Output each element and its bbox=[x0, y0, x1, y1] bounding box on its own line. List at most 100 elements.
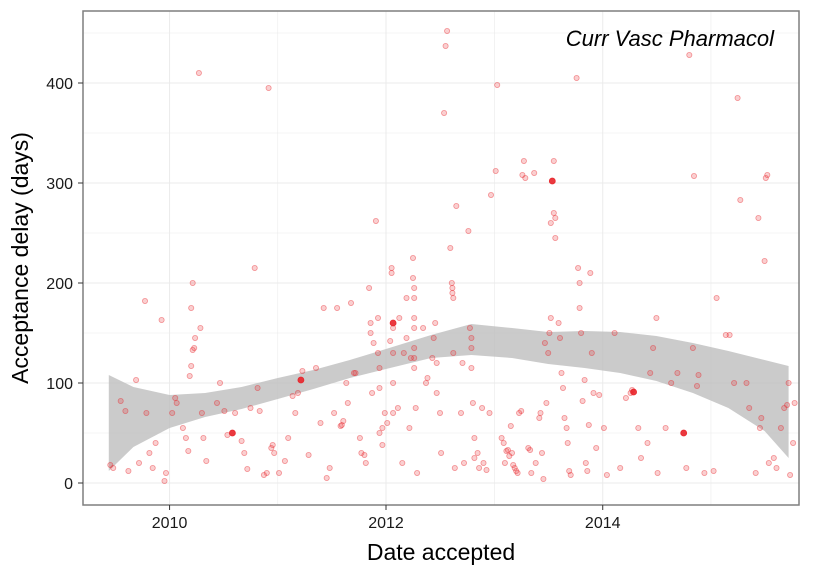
data-point bbox=[785, 379, 792, 386]
data-point bbox=[593, 444, 600, 451]
data-point bbox=[406, 424, 413, 431]
data-point bbox=[561, 414, 568, 421]
data-point bbox=[611, 329, 618, 336]
data-point bbox=[407, 354, 414, 361]
data-point bbox=[350, 369, 357, 376]
data-point bbox=[388, 264, 395, 271]
data-point bbox=[281, 457, 288, 464]
data-point bbox=[376, 429, 383, 436]
data-point bbox=[263, 469, 270, 476]
data-point bbox=[374, 314, 381, 321]
data-point bbox=[545, 349, 552, 356]
data-point bbox=[777, 424, 784, 431]
data-point bbox=[438, 449, 445, 456]
data-point bbox=[370, 339, 377, 346]
data-point bbox=[710, 467, 717, 474]
data-point bbox=[791, 399, 798, 406]
data-point bbox=[507, 422, 514, 429]
data-point bbox=[143, 409, 150, 416]
x-axis-title: Date accepted bbox=[367, 539, 515, 565]
data-point bbox=[635, 424, 642, 431]
data-point bbox=[394, 404, 401, 411]
data-point bbox=[590, 389, 597, 396]
data-point bbox=[117, 397, 124, 404]
data-point bbox=[135, 459, 142, 466]
data-point bbox=[540, 475, 547, 482]
data-point bbox=[539, 449, 546, 456]
data-point bbox=[389, 319, 397, 327]
data-point bbox=[466, 324, 473, 331]
data-point bbox=[596, 391, 603, 398]
data-point bbox=[695, 371, 702, 378]
data-point bbox=[773, 464, 780, 471]
data-point bbox=[390, 324, 397, 331]
data-point bbox=[686, 52, 693, 59]
data-point bbox=[465, 227, 472, 234]
x-tick-label: 2014 bbox=[585, 515, 621, 532]
data-point bbox=[374, 349, 381, 356]
data-point bbox=[653, 314, 660, 321]
data-point bbox=[251, 264, 258, 271]
data-point bbox=[468, 334, 475, 341]
data-point bbox=[567, 471, 574, 478]
data-point bbox=[297, 376, 305, 384]
data-point bbox=[305, 451, 312, 458]
data-point bbox=[459, 359, 466, 366]
data-point bbox=[516, 409, 523, 416]
data-point bbox=[683, 464, 690, 471]
data-point bbox=[358, 449, 365, 456]
data-point bbox=[449, 289, 456, 296]
data-point bbox=[770, 454, 777, 461]
data-point bbox=[396, 314, 403, 321]
data-point bbox=[558, 369, 565, 376]
data-point bbox=[344, 399, 351, 406]
data-point bbox=[734, 95, 741, 102]
data-point bbox=[668, 379, 675, 386]
data-point bbox=[548, 177, 556, 185]
data-point bbox=[367, 329, 374, 336]
data-point bbox=[384, 419, 391, 426]
y-axis-ticks: 0 100 200 300 400 bbox=[46, 76, 83, 493]
data-point bbox=[442, 43, 449, 50]
data-point bbox=[400, 349, 407, 356]
data-point bbox=[575, 264, 582, 271]
data-point bbox=[581, 376, 588, 383]
data-point bbox=[411, 344, 418, 351]
data-point bbox=[451, 464, 458, 471]
data-point bbox=[412, 404, 419, 411]
data-point bbox=[514, 469, 521, 476]
data-point bbox=[203, 457, 210, 464]
data-point bbox=[573, 75, 580, 82]
y-tick-label: 400 bbox=[46, 76, 73, 93]
y-tick-label: 100 bbox=[46, 376, 73, 393]
data-point bbox=[528, 469, 535, 476]
data-point bbox=[422, 379, 429, 386]
data-point bbox=[647, 369, 654, 376]
data-point bbox=[411, 294, 418, 301]
data-point bbox=[449, 284, 456, 291]
data-point bbox=[289, 392, 296, 399]
data-point bbox=[390, 379, 397, 386]
data-point bbox=[179, 424, 186, 431]
data-point bbox=[247, 404, 254, 411]
data-point bbox=[471, 454, 478, 461]
data-point bbox=[107, 461, 114, 468]
data-point bbox=[537, 409, 544, 416]
data-point bbox=[689, 344, 696, 351]
data-point bbox=[510, 461, 517, 468]
data-point bbox=[379, 441, 386, 448]
data-point bbox=[191, 344, 198, 351]
data-point bbox=[110, 464, 117, 471]
data-point bbox=[752, 469, 759, 476]
data-point bbox=[337, 422, 344, 429]
y-tick-label: 300 bbox=[46, 176, 73, 193]
data-point bbox=[372, 217, 379, 224]
data-point bbox=[200, 434, 207, 441]
data-point bbox=[576, 304, 583, 311]
data-point bbox=[317, 419, 324, 426]
data-point bbox=[149, 464, 156, 471]
data-point bbox=[269, 441, 276, 448]
data-point bbox=[483, 466, 490, 473]
